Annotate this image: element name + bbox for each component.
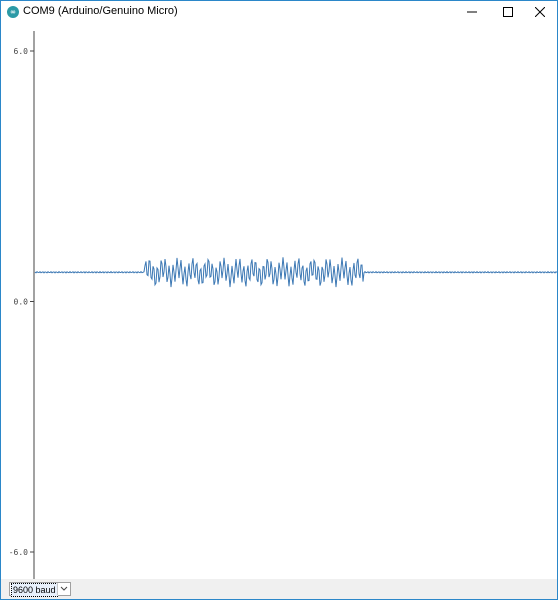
minimize-button[interactable] <box>455 1 489 23</box>
window-title: COM9 (Arduino/Genuino Micro) <box>23 5 178 17</box>
baud-rate-value: 9600 baud <box>11 583 58 597</box>
baud-dropdown-button[interactable] <box>57 583 70 595</box>
arduino-icon: ∞ <box>7 6 19 18</box>
plot-canvas: 6.0 0.0 -6.0 <box>9 31 558 579</box>
y-tick-label: 6.0 <box>14 47 29 56</box>
chevron-down-icon <box>60 586 68 591</box>
baud-rate-select[interactable]: 9600 baud <box>9 582 71 597</box>
maximize-icon <box>503 7 513 17</box>
bottom-bar: 9600 baud <box>1 579 557 599</box>
y-tick-label: 0.0 <box>14 298 29 307</box>
serial-plot-area: 6.0 0.0 -6.0 <box>1 23 558 579</box>
maximize-button[interactable] <box>491 1 525 23</box>
title-bar[interactable]: ∞ COM9 (Arduino/Genuino Micro) <box>1 1 557 23</box>
minimize-icon <box>467 11 477 13</box>
close-button[interactable] <box>523 1 557 23</box>
y-ticks: 6.0 0.0 -6.0 <box>9 47 34 557</box>
y-tick-label: -6.0 <box>9 548 28 557</box>
signal-line <box>34 257 558 288</box>
close-icon <box>535 7 545 17</box>
